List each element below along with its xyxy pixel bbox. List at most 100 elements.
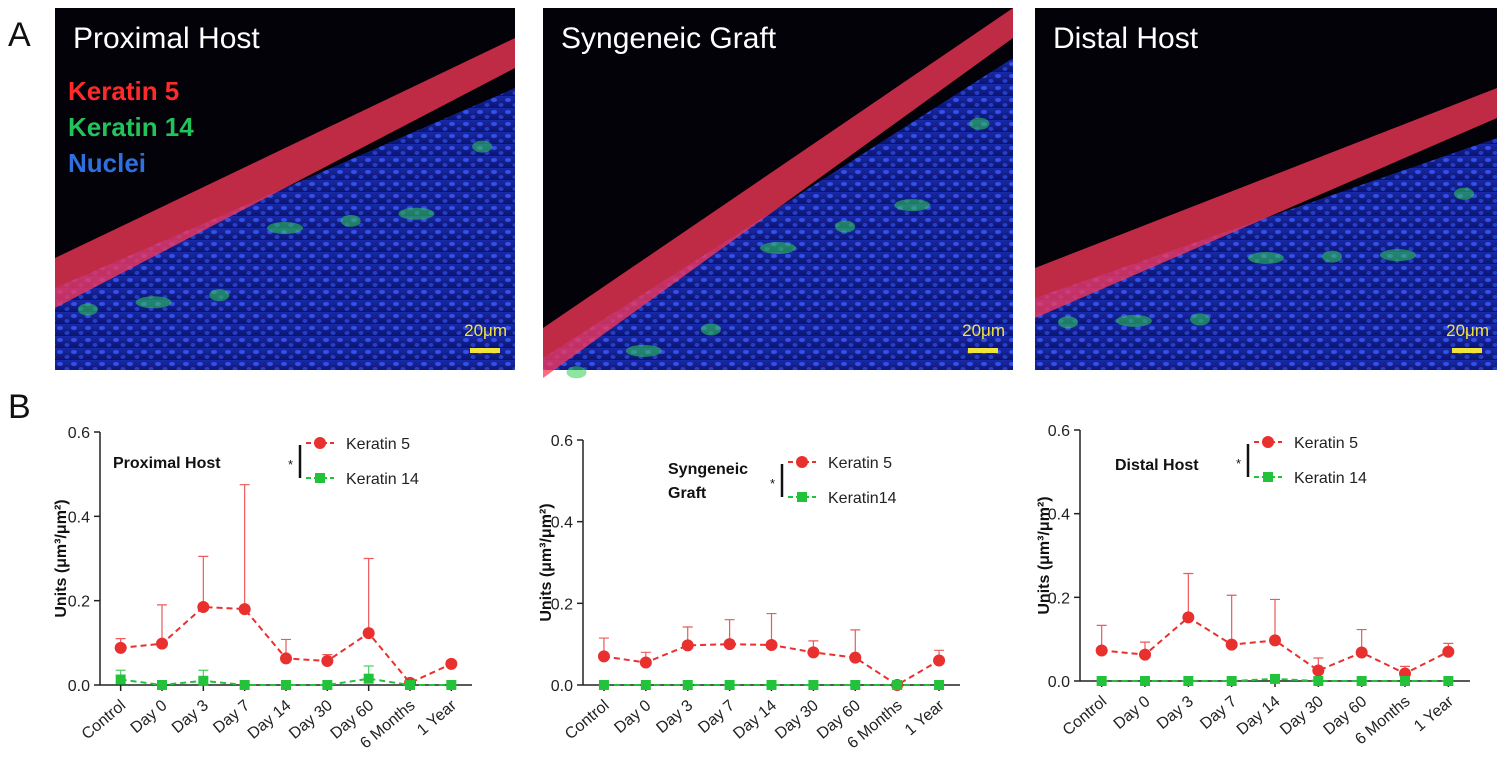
significance-label: * bbox=[770, 476, 775, 491]
data-point bbox=[1443, 676, 1454, 686]
legend-marker bbox=[314, 437, 326, 449]
data-point bbox=[1313, 676, 1324, 686]
data-point bbox=[197, 600, 210, 613]
stain-legend: Keratin 5 bbox=[68, 76, 179, 106]
keratin5-layer bbox=[543, 8, 1013, 378]
error-bar bbox=[1183, 572, 1194, 618]
keratin14-spot bbox=[1190, 313, 1210, 326]
data-point bbox=[639, 656, 652, 669]
x-tick-label: Day 0 bbox=[128, 697, 171, 737]
scale-bar bbox=[470, 348, 500, 353]
y-tick-label: 0.6 bbox=[68, 425, 90, 442]
keratin14-spot bbox=[77, 303, 98, 316]
data-point bbox=[281, 680, 291, 690]
keratin14-spot bbox=[398, 207, 435, 220]
panel-label: A bbox=[8, 16, 31, 54]
data-point bbox=[892, 680, 903, 690]
data-point bbox=[239, 680, 250, 690]
x-tick-label: Control bbox=[562, 697, 612, 743]
data-point bbox=[723, 638, 736, 651]
data-point bbox=[934, 680, 945, 690]
data-point bbox=[1269, 634, 1281, 647]
data-point bbox=[933, 654, 946, 667]
chart-title: Syngeneic Graft bbox=[668, 461, 749, 502]
x-tick-label: Day 3 bbox=[169, 697, 212, 737]
x-tick-label: Control bbox=[79, 697, 129, 743]
data-point bbox=[765, 638, 778, 651]
scale-bar-label: 20μm bbox=[962, 321, 1005, 340]
y-tick-label: 0.4 bbox=[68, 509, 90, 526]
keratin14-spot bbox=[1380, 249, 1416, 262]
data-point bbox=[157, 680, 167, 690]
error-bar bbox=[239, 484, 250, 610]
x-tick-label: Day 0 bbox=[611, 697, 654, 737]
legend-label: Keratin 5 bbox=[828, 455, 892, 472]
x-tick-label: Day 14 bbox=[730, 697, 780, 743]
data-point bbox=[115, 674, 126, 685]
x-tick-label: 1 Year bbox=[902, 697, 948, 740]
data-point bbox=[238, 603, 251, 616]
data-point bbox=[1400, 676, 1410, 686]
scale-bar bbox=[1452, 348, 1482, 353]
data-point bbox=[363, 673, 374, 684]
legend-marker bbox=[1262, 436, 1274, 448]
legend-label: Keratin 5 bbox=[346, 436, 410, 453]
stain-legend: Keratin 14 bbox=[68, 112, 194, 142]
data-point bbox=[362, 627, 375, 640]
keratin14-spot bbox=[267, 222, 303, 234]
series-line bbox=[120, 677, 452, 687]
y-tick-label: 0.2 bbox=[551, 596, 573, 613]
scale-bar bbox=[968, 348, 998, 353]
panel-label: B bbox=[8, 388, 31, 426]
significance-label: * bbox=[1236, 456, 1241, 471]
legend-label: Keratin14 bbox=[828, 490, 897, 507]
keratin14-spot bbox=[472, 140, 493, 153]
y-tick-label: 0.2 bbox=[68, 594, 90, 611]
data-point bbox=[598, 680, 609, 690]
data-point bbox=[681, 639, 694, 652]
y-axis-label: Units (μm³/μm²) bbox=[538, 503, 555, 621]
keratin14-spot bbox=[969, 117, 990, 130]
y-tick-label: 0.0 bbox=[68, 678, 90, 695]
error-bar bbox=[1226, 594, 1237, 645]
data-point bbox=[724, 680, 735, 690]
keratin14-spot bbox=[835, 220, 856, 233]
x-tick-label: Day 14 bbox=[245, 697, 295, 743]
keratin5-layer bbox=[1035, 88, 1497, 318]
legend-marker bbox=[796, 456, 808, 468]
data-point bbox=[198, 675, 209, 686]
data-point bbox=[849, 651, 862, 664]
x-tick-label: Day 14 bbox=[1234, 693, 1284, 739]
keratin14-spot bbox=[1248, 252, 1284, 264]
keratin14-spot bbox=[135, 296, 172, 309]
keratin14-spot bbox=[1058, 316, 1078, 329]
y-tick-label: 0.4 bbox=[1048, 507, 1070, 524]
image-title: Syngeneic Graft bbox=[561, 22, 777, 55]
chart-title: Distal Host bbox=[1115, 457, 1199, 474]
legend-marker bbox=[797, 492, 807, 502]
legend-label: Keratin 5 bbox=[1294, 435, 1358, 452]
data-point bbox=[597, 650, 610, 663]
keratin14-spot bbox=[1322, 250, 1342, 263]
data-point bbox=[405, 680, 415, 690]
data-point bbox=[1270, 673, 1280, 684]
data-point bbox=[114, 641, 127, 654]
data-point bbox=[1312, 664, 1325, 677]
y-tick-label: 0.2 bbox=[1048, 590, 1070, 607]
data-point bbox=[766, 680, 777, 690]
y-axis-label: Units (μm³/μm²) bbox=[1036, 496, 1053, 614]
data-point bbox=[1355, 646, 1368, 659]
data-point bbox=[322, 680, 333, 690]
keratin14-spot bbox=[625, 344, 662, 357]
data-point bbox=[1442, 645, 1455, 658]
data-point bbox=[280, 652, 292, 665]
x-tick-label: 1 Year bbox=[414, 697, 460, 740]
error-bar bbox=[363, 557, 374, 634]
x-tick-label: Day 0 bbox=[1111, 693, 1154, 733]
data-point bbox=[1096, 676, 1107, 686]
y-tick-label: 0.0 bbox=[551, 678, 573, 695]
stain-legend: Nuclei bbox=[68, 148, 146, 178]
keratin14-spot bbox=[760, 242, 796, 254]
y-tick-label: 0.4 bbox=[551, 515, 573, 532]
legend-label: Keratin 14 bbox=[1294, 470, 1367, 487]
